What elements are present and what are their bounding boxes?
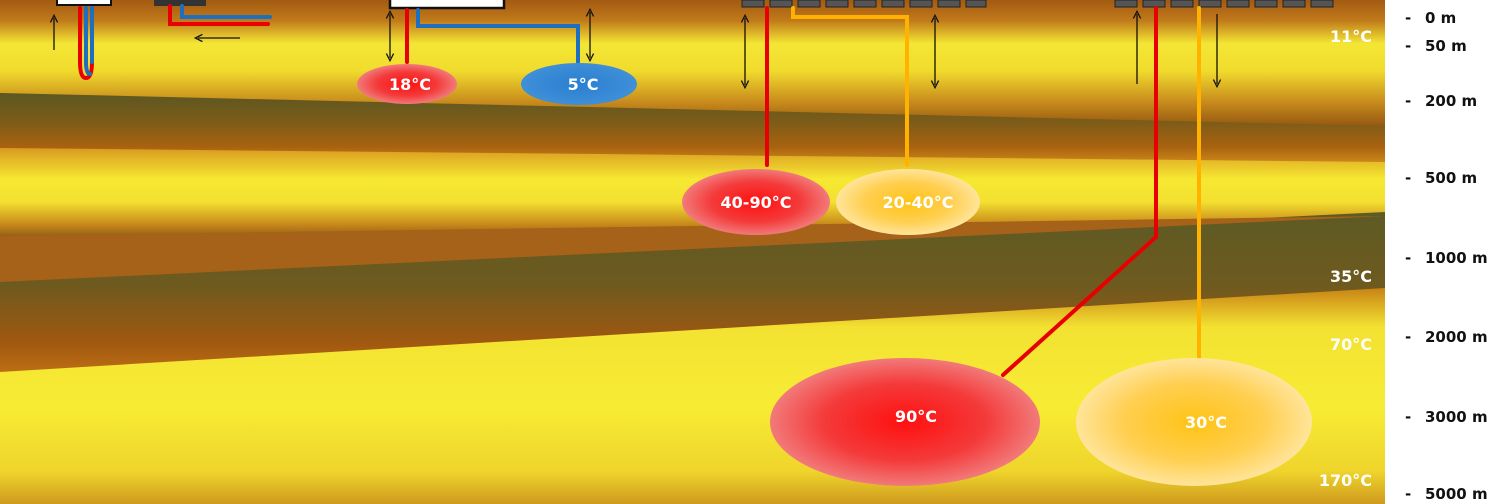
depth-tick: -0 m [1405, 9, 1456, 27]
depth-tick: -3000 m [1405, 408, 1488, 426]
svg-text:-: - [1405, 408, 1411, 426]
building-3 [388, 0, 506, 10]
svg-text:-: - [1405, 92, 1411, 110]
temp-label-surface: 11°C [1330, 27, 1372, 46]
pipe-cold-borehole-loop [84, 6, 92, 76]
building-row-5 [1114, 0, 1334, 8]
pipe-hot-horizontal [168, 4, 270, 26]
depth-label: 500 m [1425, 169, 1477, 187]
temp-label-1000m: 35°C [1330, 267, 1372, 286]
depth-label: 0 m [1425, 9, 1456, 27]
svg-text:-: - [1405, 9, 1411, 27]
reservoir-medium-warm-label: 20-40°C [883, 193, 954, 212]
depth-label: 50 m [1425, 37, 1467, 55]
reservoir-deep-warm [1076, 358, 1312, 486]
depth-label: 5000 m [1425, 485, 1488, 503]
temp-label-5000m: 170°C [1319, 471, 1372, 490]
temperature-labels: 11°C 35°C 70°C 170°C [1319, 27, 1372, 490]
svg-text:-: - [1405, 249, 1411, 267]
reservoir-medium-warm [836, 169, 980, 235]
reservoir-medium-hot-label: 40-90°C [721, 193, 792, 212]
pipe-warm-medium-well [791, 6, 909, 167]
reservoir-medium-hot [682, 169, 830, 235]
svg-text:-: - [1405, 485, 1411, 503]
reservoir-shallow-cold [521, 63, 637, 105]
reservoir-deep-hot-label: 90°C [895, 407, 937, 426]
house-1 [56, 0, 112, 6]
building-row-4 [741, 0, 987, 8]
surface-structures [56, 0, 1334, 10]
temp-label-2000m: 70°C [1330, 335, 1372, 354]
depth-label: 1000 m [1425, 249, 1488, 267]
depth-label: 2000 m [1425, 328, 1488, 346]
depth-tick: -50 m [1405, 37, 1467, 55]
reservoir-shallow-warm [357, 64, 457, 104]
depth-tick: -200 m [1405, 92, 1477, 110]
layer-olive-lower [0, 212, 1385, 375]
layer-shallow-aquifer [0, 0, 1385, 128]
svg-text:-: - [1405, 169, 1411, 187]
pipe-hot-deep-well [1001, 6, 1158, 377]
pipe-cold-horizontal [180, 4, 272, 19]
reservoirs: 18°C 5°C 40-90°C 20-40°C 90°C 30°C [357, 63, 1312, 486]
reservoir-shallow-cold-label: 5°C [568, 75, 599, 94]
pipe-cold-shallow-well [416, 8, 580, 64]
depth-scale: -0 m -50 m -200 m -500 m -1000 m -2000 m… [1405, 9, 1488, 503]
reservoir-deep-warm-label: 30°C [1185, 413, 1227, 432]
svg-text:-: - [1405, 328, 1411, 346]
layer-olive-upper [0, 93, 1385, 165]
depth-label: 200 m [1425, 92, 1477, 110]
depth-tick: -500 m [1405, 169, 1477, 187]
flow-arrows [54, 12, 1217, 85]
depth-tick: -1000 m [1405, 249, 1488, 267]
pipes [78, 4, 1201, 377]
building-2 [154, 0, 206, 6]
svg-text:-: - [1405, 37, 1411, 55]
depth-label: 3000 m [1425, 408, 1488, 426]
reservoir-deep-hot [770, 358, 1040, 486]
depth-tick: -5000 m [1405, 485, 1488, 503]
layer-transition [0, 216, 1385, 282]
pipe-hot-borehole-loop [78, 6, 94, 81]
depth-tick: -2000 m [1405, 328, 1488, 346]
reservoir-shallow-warm-label: 18°C [389, 75, 431, 94]
